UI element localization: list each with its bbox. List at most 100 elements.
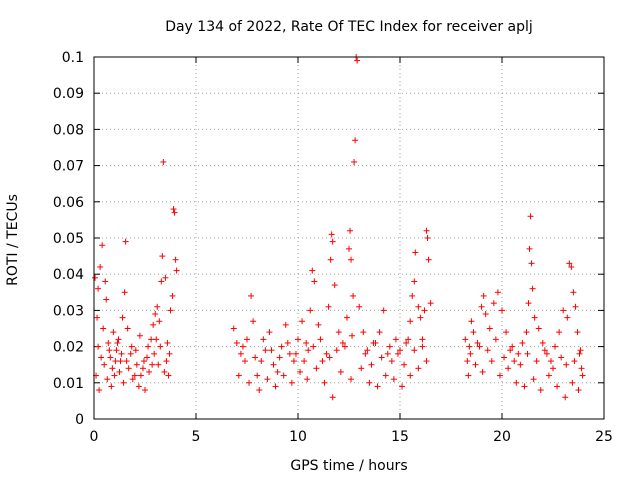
data-point xyxy=(579,372,586,379)
data-point xyxy=(515,350,522,357)
data-point xyxy=(282,321,289,328)
data-point xyxy=(566,260,573,267)
y-tick-label: 0.05 xyxy=(53,231,84,247)
data-point xyxy=(397,347,403,354)
data-point xyxy=(331,282,338,289)
y-tick-label: 0.01 xyxy=(53,376,84,392)
data-point xyxy=(356,303,363,310)
data-point xyxy=(467,350,474,357)
data-point xyxy=(479,368,486,375)
data-point xyxy=(301,358,308,365)
data-point xyxy=(124,325,131,332)
data-point xyxy=(272,383,279,390)
data-point xyxy=(419,343,426,350)
data-point xyxy=(533,358,540,365)
data-point xyxy=(95,343,102,350)
data-point xyxy=(503,329,510,336)
data-point xyxy=(122,238,129,245)
data-point xyxy=(146,368,153,375)
data-point xyxy=(405,336,412,343)
data-point xyxy=(530,376,537,383)
data-point xyxy=(545,372,552,379)
data-point xyxy=(394,350,401,357)
data-point xyxy=(427,300,434,307)
data-point xyxy=(368,361,375,368)
data-point xyxy=(384,350,391,357)
data-point xyxy=(110,329,117,336)
data-point xyxy=(153,336,160,343)
data-point xyxy=(160,158,167,165)
chart-title: Day 134 of 2022, Rate Of TEC Index for r… xyxy=(165,19,533,35)
data-point xyxy=(335,329,342,336)
data-point xyxy=(556,329,563,336)
data-point xyxy=(248,292,255,299)
data-point xyxy=(171,209,178,216)
data-point xyxy=(155,361,162,368)
data-point xyxy=(152,311,159,318)
y-axis-label: ROTI / TECUs xyxy=(5,194,21,286)
data-point xyxy=(526,245,533,252)
data-point xyxy=(343,314,350,321)
data-point xyxy=(125,365,132,372)
data-point xyxy=(374,383,381,390)
data-point xyxy=(309,267,316,274)
data-point xyxy=(352,137,359,144)
data-point xyxy=(163,358,170,365)
data-point xyxy=(412,249,419,256)
data-point xyxy=(499,307,505,314)
y-tick-label: 0.09 xyxy=(53,86,84,102)
data-point xyxy=(135,383,142,390)
data-point xyxy=(286,350,293,357)
data-point xyxy=(488,358,495,365)
data-point xyxy=(474,339,481,346)
data-point xyxy=(102,278,109,285)
data-point xyxy=(139,365,146,372)
data-point xyxy=(169,292,176,299)
data-point xyxy=(105,339,112,346)
data-point xyxy=(307,307,314,314)
grid xyxy=(94,57,604,419)
data-point xyxy=(423,227,430,234)
data-point xyxy=(492,336,499,343)
data-point xyxy=(116,368,123,375)
data-point xyxy=(264,376,271,383)
data-point xyxy=(529,285,536,292)
data-point xyxy=(513,379,520,386)
data-point xyxy=(552,343,559,350)
data-point xyxy=(348,256,355,263)
data-point xyxy=(341,343,348,350)
data-point xyxy=(424,235,431,241)
data-point xyxy=(349,332,356,339)
data-point xyxy=(401,361,408,368)
data-point xyxy=(521,383,528,390)
data-point xyxy=(541,347,548,354)
data-point xyxy=(535,325,542,332)
data-point xyxy=(327,256,334,263)
x-tick-label: 25 xyxy=(595,429,613,445)
data-point xyxy=(421,307,428,314)
data-point xyxy=(326,354,333,361)
data-point xyxy=(96,387,103,394)
data-point xyxy=(346,245,352,252)
data-point xyxy=(337,368,344,375)
data-point xyxy=(480,292,487,299)
data-point xyxy=(376,329,383,336)
data-point xyxy=(266,329,273,336)
data-point xyxy=(112,358,119,365)
data-point xyxy=(390,376,397,383)
data-point xyxy=(411,347,418,354)
data-point xyxy=(252,354,259,361)
data-point xyxy=(388,358,395,365)
data-point xyxy=(360,329,367,336)
data-point xyxy=(547,358,554,365)
data-point xyxy=(159,253,166,260)
data-point xyxy=(470,329,477,336)
data-point xyxy=(136,332,143,339)
data-point xyxy=(329,238,336,245)
data-point xyxy=(142,387,148,394)
data-point xyxy=(132,347,139,354)
data-point xyxy=(350,292,357,299)
data-point xyxy=(230,325,237,332)
